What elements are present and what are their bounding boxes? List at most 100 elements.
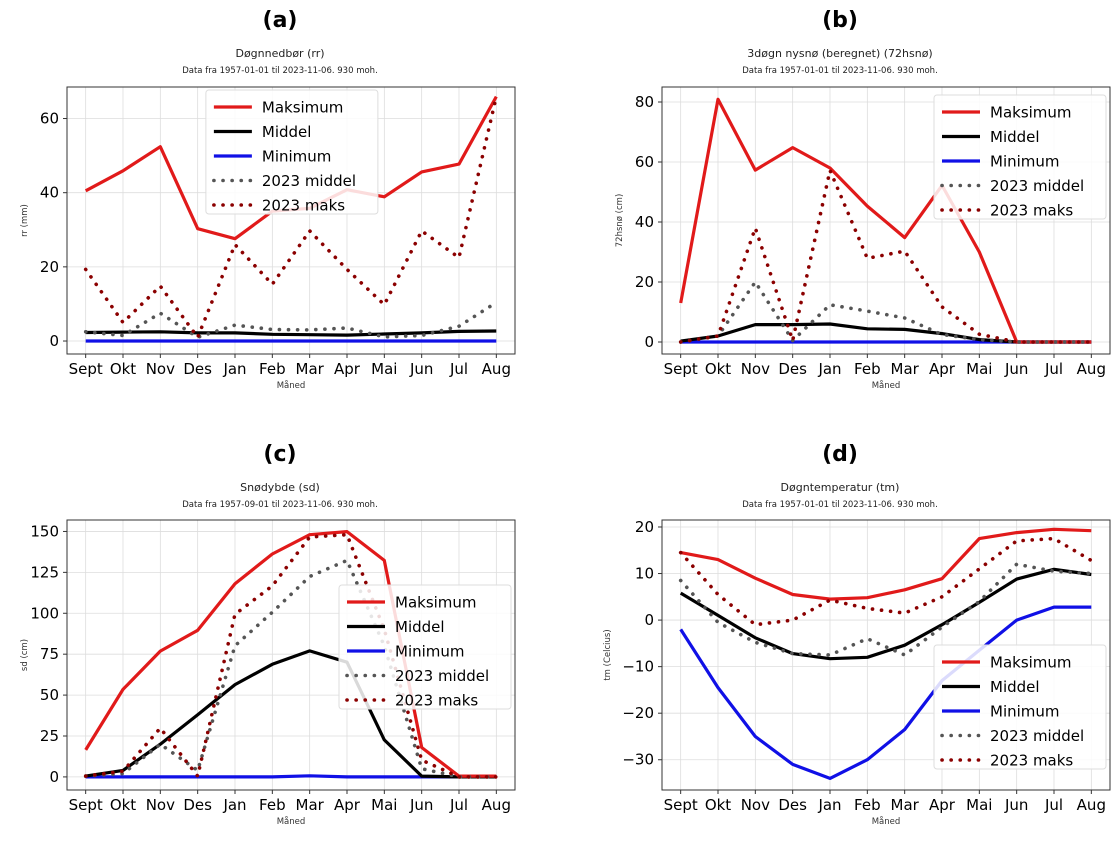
x-tick-label: Aug bbox=[1077, 796, 1106, 814]
x-axis-label: Måned bbox=[872, 816, 901, 827]
legend-label: Middel bbox=[990, 128, 1040, 146]
y-tick-label: −30 bbox=[622, 751, 654, 769]
y-axis-label: rr (mm) bbox=[20, 204, 30, 237]
plot-frame bbox=[66, 86, 516, 355]
x-tick-label: Mai bbox=[966, 796, 992, 814]
legend-box bbox=[933, 644, 1107, 770]
y-tick-label: 20 bbox=[40, 258, 59, 276]
legend-label: Maksimum bbox=[395, 594, 477, 612]
x-tick-label: Jan bbox=[817, 360, 841, 378]
x-tick-label: Jun bbox=[1004, 360, 1028, 378]
series-line-maksimum bbox=[680, 527, 1092, 601]
chart-title: Snødybde (sd) bbox=[240, 481, 320, 494]
x-tick-label: Mar bbox=[891, 796, 920, 814]
x-tick-label: Feb bbox=[259, 360, 286, 378]
x-tick-label: Sept bbox=[664, 360, 698, 378]
chart-subtitle: Data fra 1957-01-01 til 2023-11-06. 930 … bbox=[182, 66, 378, 76]
series-line-2023-maks bbox=[83, 94, 499, 340]
y-tick-label: 20 bbox=[635, 273, 654, 291]
series-line-2023-middel bbox=[83, 558, 499, 779]
legend-label: Maksimum bbox=[990, 104, 1072, 122]
y-axis-label: sd (cm) bbox=[20, 639, 30, 671]
x-tick-label: Aug bbox=[482, 360, 511, 378]
legend: Maksimum Middel Minimum 2023 middel 2023 mak… bbox=[933, 644, 1107, 770]
y-tick-label: 40 bbox=[635, 213, 654, 231]
x-tick-label: Jan bbox=[222, 796, 246, 814]
x-tick-label: Des bbox=[183, 360, 212, 378]
legend: Maksimum Middel Minimum 2023 middel 2023 mak… bbox=[205, 89, 379, 215]
x-tick-label: Jul bbox=[1044, 796, 1063, 814]
x-tick-label: Nov bbox=[146, 360, 175, 378]
series-line-2023-maks bbox=[678, 536, 1094, 627]
series-line-middel bbox=[85, 329, 497, 337]
panel-letter: (b) bbox=[822, 8, 858, 33]
legend-label: Maksimum bbox=[990, 654, 1072, 672]
y-tick-label: 0 bbox=[49, 768, 59, 786]
x-tick-label: Jun bbox=[1004, 796, 1028, 814]
chart-panel-a: (a) Døgnnedbør (rr) Data fra 1957-01-01 … bbox=[0, 0, 560, 413]
y-tick-label: 60 bbox=[635, 153, 654, 171]
y-tick-label: 125 bbox=[30, 563, 59, 581]
chart-subtitle: Data fra 1957-09-01 til 2023-11-06. 930 … bbox=[182, 500, 378, 510]
legend-label: Minimum bbox=[990, 153, 1060, 171]
y-tick-label: −10 bbox=[622, 658, 654, 676]
y-tick-label: −20 bbox=[622, 704, 654, 722]
legend-box bbox=[205, 89, 379, 215]
panel-letter: (c) bbox=[263, 442, 297, 467]
series-line-2023-maks bbox=[678, 168, 1094, 344]
chart-panel-c: (c) Snødybde (sd) Data fra 1957-09-01 ti… bbox=[0, 434, 560, 847]
chart-title: 3døgn nysnø (beregnet) (72hsnø) bbox=[747, 47, 933, 60]
x-tick-label: Mai bbox=[371, 360, 397, 378]
series-line-middel bbox=[679, 567, 1092, 661]
series-line-middel bbox=[680, 322, 1092, 344]
x-tick-label: Jan bbox=[817, 796, 841, 814]
legend-label: Minimum bbox=[262, 148, 332, 166]
plot-frame bbox=[661, 86, 1111, 355]
legend: Maksimum Middel Minimum 2023 middel 2023 mak… bbox=[338, 584, 512, 710]
y-tick-label: 25 bbox=[40, 727, 59, 745]
x-tick-label: Jun bbox=[409, 360, 433, 378]
x-tick-label: Sept bbox=[69, 796, 103, 814]
legend-box bbox=[933, 94, 1107, 220]
chart-title: Døgnnedbør (rr) bbox=[235, 47, 325, 60]
series-line-2023-middel bbox=[83, 300, 499, 340]
x-tick-label: Apr bbox=[929, 796, 956, 814]
legend-box bbox=[338, 584, 512, 710]
series-line-2023-maks bbox=[83, 532, 499, 779]
x-tick-label: Okt bbox=[705, 360, 731, 378]
x-tick-label: Feb bbox=[854, 796, 881, 814]
legend-label: Maksimum bbox=[262, 99, 344, 117]
x-tick-label: Sept bbox=[69, 360, 103, 378]
legend-label: 2023 maks bbox=[262, 197, 345, 215]
x-tick-label: Aug bbox=[1077, 360, 1106, 378]
x-tick-label: Aug bbox=[482, 796, 511, 814]
y-axis-label: tm (Celcius) bbox=[603, 629, 613, 680]
x-tick-label: Des bbox=[778, 360, 807, 378]
legend-label: Minimum bbox=[395, 643, 465, 661]
legend-label: 2023 maks bbox=[990, 752, 1073, 770]
y-tick-label: 0 bbox=[49, 332, 59, 350]
x-tick-label: Nov bbox=[146, 796, 175, 814]
series-line-middel bbox=[85, 649, 497, 779]
series-line-minimum bbox=[679, 605, 1092, 780]
chart-title: Døgntemperatur (tm) bbox=[780, 481, 900, 494]
x-tick-label: Okt bbox=[110, 796, 136, 814]
x-axis-label: Måned bbox=[277, 380, 306, 391]
y-tick-label: 0 bbox=[644, 333, 654, 351]
legend-label: 2023 maks bbox=[395, 692, 478, 710]
x-tick-label: Apr bbox=[334, 360, 361, 378]
x-tick-label: Mar bbox=[296, 360, 325, 378]
series-line-2023-middel bbox=[678, 280, 1094, 344]
chart-panel-b: (b) 3døgn nysnø (beregnet) (72hsnø) Data… bbox=[560, 0, 1120, 413]
x-tick-label: Jul bbox=[449, 360, 468, 378]
chart-subtitle: Data fra 1957-01-01 til 2023-11-06. 930 … bbox=[742, 66, 938, 76]
legend-label: Middel bbox=[395, 618, 445, 636]
x-tick-label: Okt bbox=[110, 360, 136, 378]
legend-label: Middel bbox=[262, 123, 312, 141]
y-tick-label: 60 bbox=[40, 110, 59, 128]
series-line-2023-middel bbox=[678, 562, 1094, 657]
y-tick-label: 80 bbox=[635, 93, 654, 111]
series-line-maksimum bbox=[84, 529, 497, 778]
y-tick-label: 20 bbox=[635, 518, 654, 536]
y-tick-label: 50 bbox=[40, 686, 59, 704]
